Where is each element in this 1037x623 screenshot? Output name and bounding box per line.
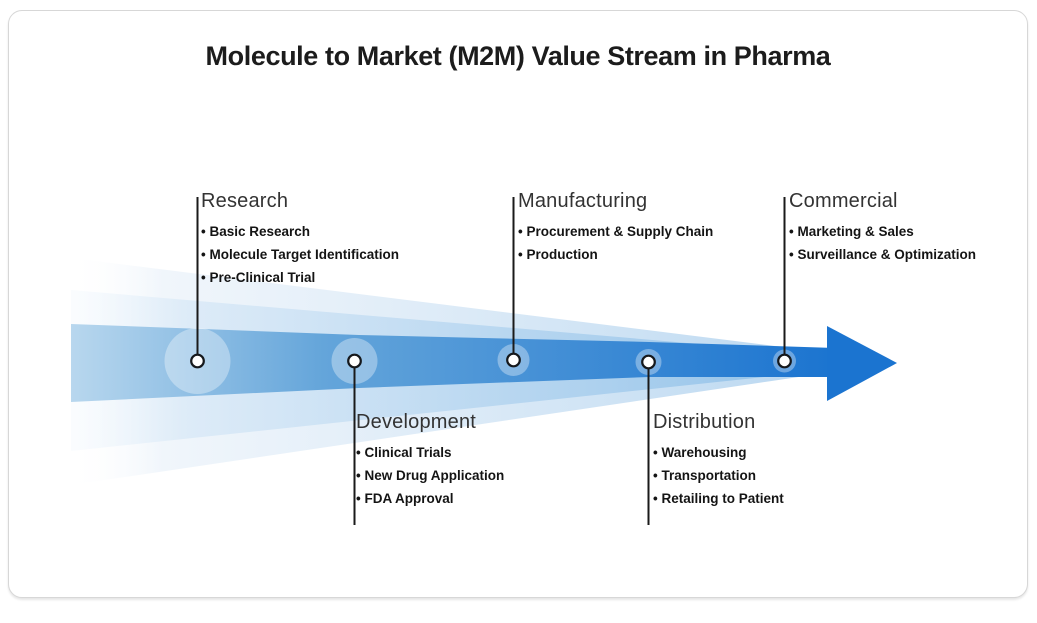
arrow-head [827,326,897,401]
stage-bullet: Retailing to Patient [653,487,783,510]
stage-bullet: Basic Research [201,220,399,243]
stage-bullet: Transportation [653,464,784,487]
stage-node-dot-development [347,353,362,369]
stage-block-development: Development Clinical Trials New Drug App… [356,410,504,510]
stage-bullet: Marketing & Sales [789,220,976,243]
stage-bullet: Clinical Trials [356,441,504,464]
stage-bullet: Molecule Target Identification [201,243,399,266]
stage-bullet: FDA Approval [356,487,504,510]
stage-list-research: Basic Research Molecule Target Identific… [201,220,399,289]
stage-title-commercial: Commercial [789,190,898,212]
stage-block-distribution: Distribution Warehousing Transportation … [653,410,784,510]
stage-list-commercial: Marketing & Sales Surveillance & Optimiz… [789,220,976,266]
stage-title-development: Development [356,411,477,433]
diagram-card: Molecule to Market (M2M) Value Stream in… [8,10,1028,598]
stage-list-distribution: Warehousing Transportation Retailing to … [653,441,784,510]
stage-block-manufacturing: Manufacturing Procurement & Supply Chain… [518,189,713,266]
stage-block-commercial: Commercial Marketing & Sales Surveillanc… [789,189,976,266]
stage-block-research: Research Basic Research Molecule Target … [201,189,399,289]
stage-bullet: Pre-Clinical Trial [201,266,399,289]
stage-list-development: Clinical Trials New Drug Application FDA… [356,441,504,510]
value-stream-arrow-graphic [71,197,897,525]
stage-bullet: Warehousing [653,441,784,464]
stage-node-dot-distribution [641,354,656,370]
stage-bullet: New Drug Application [356,464,504,487]
stage-node-dot-commercial [777,353,792,369]
stage-node-dot-manufacturing [506,352,521,368]
funnel-wedge-core [71,324,835,402]
stage-bullet: Surveillance & Optimization [789,243,976,266]
stage-title-distribution: Distribution [653,411,756,433]
stage-title-manufacturing: Manufacturing [518,190,648,212]
stage-list-manufacturing: Procurement & Supply Chain Production [518,220,713,266]
stage-node-dot-research [190,353,205,369]
page-title: Molecule to Market (M2M) Value Stream in… [205,41,831,71]
stage-title-research: Research [201,190,289,212]
stage-bullet: Production [518,243,713,266]
stage-bullet: Procurement & Supply Chain [518,220,713,243]
